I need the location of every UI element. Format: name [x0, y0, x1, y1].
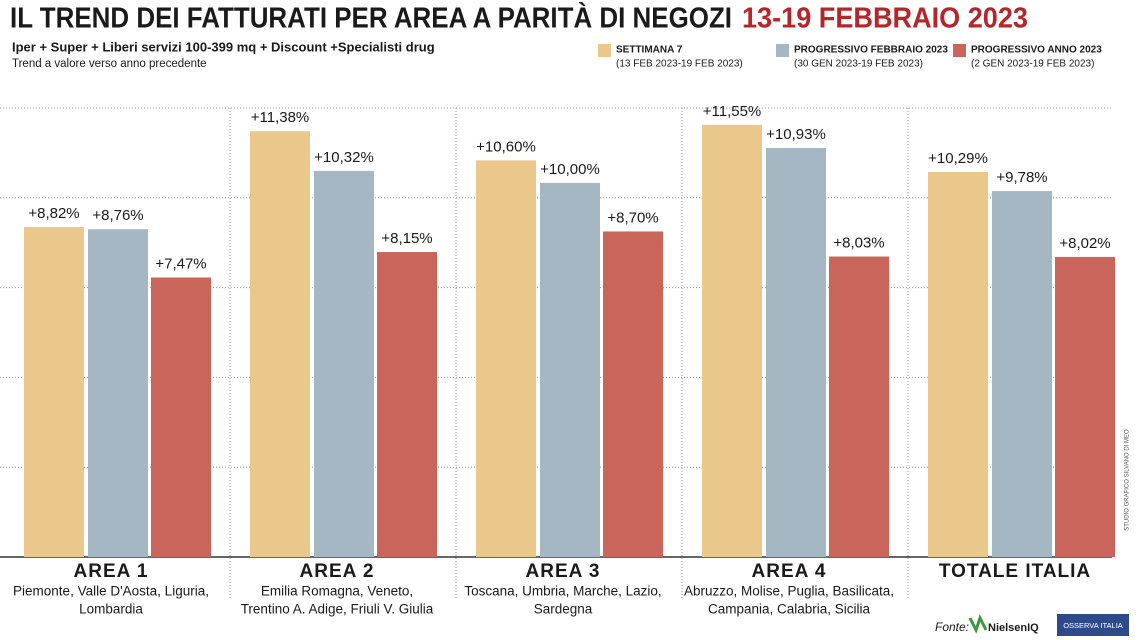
bar	[1055, 256, 1115, 557]
legend-swatch	[953, 44, 966, 57]
legend-label: PROGRESSIVO ANNO 2023	[971, 45, 1102, 56]
category-detail: Campania, Calabria, Sicilia	[708, 602, 871, 617]
category-detail: Lombardia	[79, 602, 143, 617]
bar	[603, 231, 663, 557]
data-label: +10,93%	[766, 126, 826, 143]
chart-title-date: 13-19 FEBBRAIO 2023	[742, 3, 1028, 35]
category-detail: Sardegna	[534, 602, 593, 617]
legend-period: (13 FEB 2023-19 FEB 2023)	[616, 59, 743, 70]
legend-period: (30 GEN 2023-19 FEB 2023)	[794, 59, 923, 70]
bar	[829, 256, 889, 557]
data-label: +8,02%	[1059, 235, 1110, 252]
legend-label: PROGRESSIVO FEBBRAIO 2023	[794, 45, 948, 56]
bar	[766, 148, 826, 557]
data-label: +7,47%	[155, 255, 206, 272]
legend-swatch	[776, 44, 789, 57]
data-label: +10,60%	[476, 138, 536, 155]
category-detail: Toscana, Umbria, Marche, Lazio,	[464, 584, 661, 599]
data-label: +10,32%	[314, 149, 374, 166]
x-tick-label: AREA 3	[526, 561, 601, 582]
legend-label: SETTIMANA 7	[616, 45, 683, 56]
x-tick-label: AREA 2	[300, 561, 375, 582]
data-label: +10,29%	[928, 150, 988, 167]
subtitle: Iper + Super + Liberi servizi 100-399 mq…	[12, 39, 435, 54]
subtitle-note: Trend a valore verso anno precedente	[12, 58, 207, 70]
category-detail: Emilia Romagna, Veneto,	[261, 584, 413, 599]
source: OSSERVA ITALIA	[1063, 621, 1123, 630]
logo-box	[1057, 614, 1129, 636]
bar	[476, 160, 536, 557]
source-label: Fonte:	[935, 620, 969, 634]
bar	[151, 277, 211, 557]
bar	[377, 252, 437, 557]
logo-icon	[968, 614, 988, 634]
legend-period: (2 GEN 2023-19 FEB 2023)	[971, 59, 1094, 70]
data-label: +8,03%	[833, 235, 884, 252]
data-label: +8,82%	[28, 205, 79, 222]
bar	[88, 229, 148, 558]
category-detail: Trentino A. Adige, Friuli V. Giulia	[241, 602, 434, 617]
bar	[314, 170, 374, 558]
x-tick-label: AREA 4	[752, 561, 827, 582]
bar	[702, 124, 762, 558]
bar	[540, 182, 600, 558]
data-label: +10,00%	[540, 161, 600, 178]
data-label: +8,76%	[92, 207, 143, 224]
data-label: +9,78%	[996, 169, 1047, 186]
data-label: +11,55%	[703, 103, 762, 120]
x-tick-label: AREA 1	[74, 561, 149, 582]
data-label: +11,38%	[251, 109, 310, 126]
bar	[992, 191, 1052, 557]
chart-title: IL TREND DEI FATTURATI PER AREA A PARITÀ…	[10, 1, 732, 35]
legend-swatch	[598, 44, 611, 57]
bar	[928, 171, 988, 558]
credit: STUDIO GRAFICO SILVANO DI MEO	[1125, 429, 1131, 531]
x-tick-label: TOTALE ITALIA	[939, 561, 1091, 582]
bar	[250, 131, 310, 557]
category-detail: Abruzzo, Molise, Puglia, Basilicata,	[684, 584, 894, 599]
category-detail: Piemonte, Valle D'Aosta, Liguria,	[13, 584, 209, 599]
data-label: +8,15%	[381, 230, 432, 247]
data-label: +8,70%	[607, 209, 658, 226]
source: NielsenIQ	[988, 622, 1039, 634]
bar	[24, 226, 84, 558]
